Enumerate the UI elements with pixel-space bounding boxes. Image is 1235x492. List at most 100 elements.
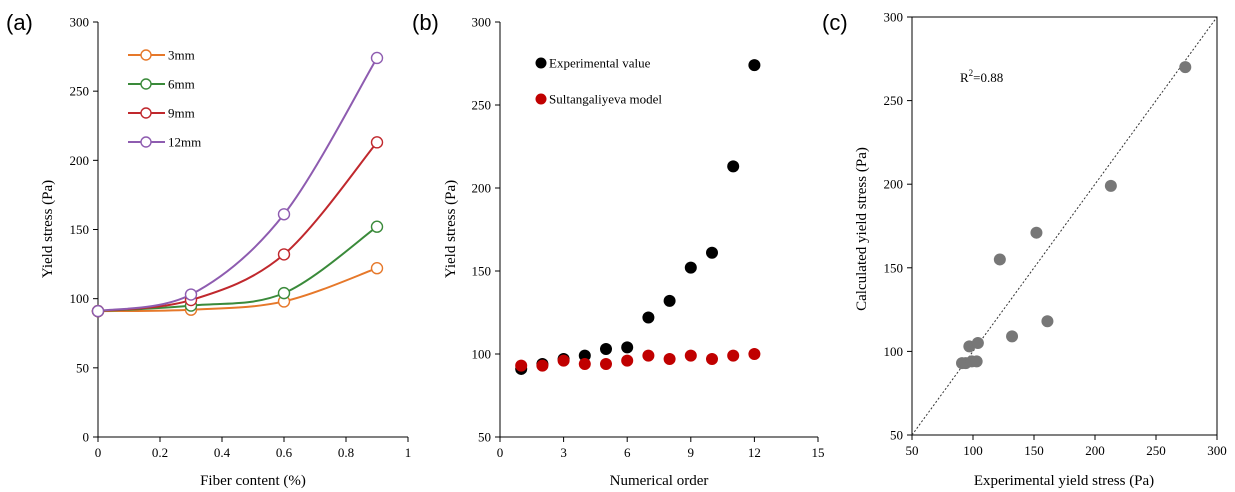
a-x-tick-label: 0.2 bbox=[152, 445, 168, 460]
data-point-model bbox=[642, 349, 655, 362]
c-y-tick-label: 300 bbox=[884, 10, 904, 25]
legend-marker-6mm bbox=[140, 78, 152, 90]
b-x-tick-label: 6 bbox=[624, 445, 631, 460]
panel-c-annotation: R2=0.88 bbox=[960, 68, 1003, 85]
data-point-6mm bbox=[277, 286, 291, 300]
panel-c-diagonal bbox=[911, 16, 1218, 436]
data-point-12mm bbox=[277, 208, 291, 221]
legend-marker-9mm bbox=[140, 107, 152, 119]
b-x-tick-label: 9 bbox=[688, 445, 695, 460]
a-y-tick-label: 100 bbox=[70, 291, 90, 306]
legend-label-model: Sultangaliyeva model bbox=[549, 92, 662, 107]
legend-label-3mm: 3mm bbox=[168, 48, 195, 63]
identity-line bbox=[911, 16, 1218, 436]
data-point-experimental bbox=[727, 160, 740, 173]
data-point-12mm bbox=[370, 51, 384, 65]
panel-a: (a) 0 50 100 150 200 250 300 0 0.2 0.4 0.6 0.8 1 3m… bbox=[6, 10, 411, 489]
legend-marker-model bbox=[535, 93, 547, 105]
data-point bbox=[1104, 179, 1117, 192]
a-y-tick-label: 300 bbox=[70, 15, 90, 30]
data-point-model bbox=[706, 352, 718, 365]
c-x-tick-label: 250 bbox=[1146, 443, 1166, 458]
panel-a-x-axis-label: Fiber content (%) bbox=[200, 473, 306, 489]
data-point bbox=[970, 355, 983, 368]
data-point-model bbox=[748, 348, 761, 360]
series-line-12mm bbox=[97, 57, 378, 313]
panel-b: (b) 50 100 150 200 250 300 0 3 6 9 12 15 Experimen… bbox=[412, 10, 825, 489]
annotation-base: R bbox=[960, 70, 969, 85]
data-point bbox=[1041, 315, 1054, 328]
a-y-tick-label: 50 bbox=[76, 360, 89, 375]
c-x-tick-label: 50 bbox=[906, 443, 919, 458]
series-line-6mm bbox=[97, 225, 378, 313]
data-point-12mm bbox=[91, 304, 105, 318]
data-point-model bbox=[621, 354, 634, 367]
a-x-tick-label: 0.8 bbox=[338, 445, 354, 460]
legend-marker-3mm bbox=[140, 49, 152, 61]
series-line-3mm bbox=[97, 267, 378, 313]
panel-b-x-ticks: 0 3 6 9 12 15 bbox=[497, 436, 825, 460]
c-x-tick-label: 300 bbox=[1207, 443, 1227, 458]
b-y-tick-label: 150 bbox=[472, 264, 492, 279]
data-point bbox=[1179, 61, 1192, 74]
data-point-model bbox=[578, 357, 591, 370]
data-point-model bbox=[557, 354, 570, 367]
panel-a-series bbox=[91, 51, 384, 318]
legend-label-6mm: 6mm bbox=[168, 77, 195, 92]
c-x-tick-label: 100 bbox=[963, 443, 983, 458]
panel-c-y-axis-label: Calculated yield stress (Pa) bbox=[854, 147, 870, 311]
b-x-tick-label: 12 bbox=[748, 445, 761, 460]
legend-label-9mm: 9mm bbox=[168, 106, 195, 121]
annotation-rest: =0.88 bbox=[973, 70, 1003, 85]
c-x-tick-label: 200 bbox=[1085, 443, 1105, 458]
data-point bbox=[1030, 226, 1043, 239]
legend-label-experimental: Experimental value bbox=[549, 56, 651, 71]
data-point-experimental bbox=[663, 294, 676, 307]
data-point-model bbox=[727, 349, 740, 362]
panel-b-series bbox=[515, 59, 761, 375]
a-x-tick-label: 0.4 bbox=[214, 445, 231, 460]
b-x-tick-label: 15 bbox=[812, 445, 825, 460]
panel-b-legend: Experimental value Sultangaliyeva model bbox=[535, 56, 662, 107]
a-y-tick-label: 250 bbox=[70, 84, 90, 99]
legend-marker-12mm bbox=[140, 136, 152, 148]
c-x-tick-label: 150 bbox=[1024, 443, 1044, 458]
data-point-model bbox=[663, 352, 676, 365]
c-plot-frame bbox=[911, 16, 1218, 436]
a-y-tick-label: 0 bbox=[83, 430, 90, 445]
panel-c-x-axis-label: Experimental yield stress (Pa) bbox=[974, 473, 1154, 489]
panel-a-x-ticks: 0 0.2 0.4 0.6 0.8 1 bbox=[95, 436, 411, 460]
data-point-model bbox=[536, 359, 549, 372]
legend-label-12mm: 12mm bbox=[168, 135, 201, 150]
a-y-tick-label: 150 bbox=[70, 222, 90, 237]
panel-c-y-ticks: 50 100 150 200 250 300 bbox=[884, 10, 1218, 443]
panel-b-x-axis-label: Numerical order bbox=[610, 473, 709, 489]
c-y-tick-label: 200 bbox=[884, 177, 904, 192]
b-x-tick-label: 3 bbox=[560, 445, 567, 460]
b-y-tick-label: 50 bbox=[478, 430, 491, 445]
data-point-12mm bbox=[184, 288, 198, 301]
panel-a-y-axis-label: Yield stress (Pa) bbox=[40, 180, 56, 278]
data-point bbox=[1006, 330, 1019, 343]
c-y-tick-label: 150 bbox=[884, 260, 904, 275]
data-point-experimental bbox=[684, 261, 697, 274]
panel-a-legend: 3mm 6mm 9mm 12mm bbox=[128, 48, 201, 150]
panel-c-series bbox=[956, 61, 1192, 370]
panel-a-y-ticks: 0 50 100 150 200 250 300 bbox=[70, 15, 99, 445]
data-point-experimental bbox=[578, 349, 591, 362]
c-y-tick-label: 250 bbox=[884, 93, 904, 108]
b-x-tick-label: 0 bbox=[497, 445, 504, 460]
data-point bbox=[993, 253, 1006, 266]
data-point-model bbox=[515, 359, 528, 372]
data-point-experimental bbox=[642, 311, 655, 324]
panel-b-label: (b) bbox=[412, 10, 439, 35]
data-point-experimental bbox=[706, 246, 718, 259]
data-point bbox=[971, 337, 984, 350]
panel-c-x-ticks: 50 100 150 200 250 300 bbox=[906, 435, 1227, 458]
data-point-experimental bbox=[748, 59, 761, 72]
panel-c-label: (c) bbox=[822, 10, 848, 35]
data-point-9mm bbox=[277, 248, 291, 261]
data-point-9mm bbox=[370, 136, 384, 149]
data-point-6mm bbox=[370, 220, 384, 233]
